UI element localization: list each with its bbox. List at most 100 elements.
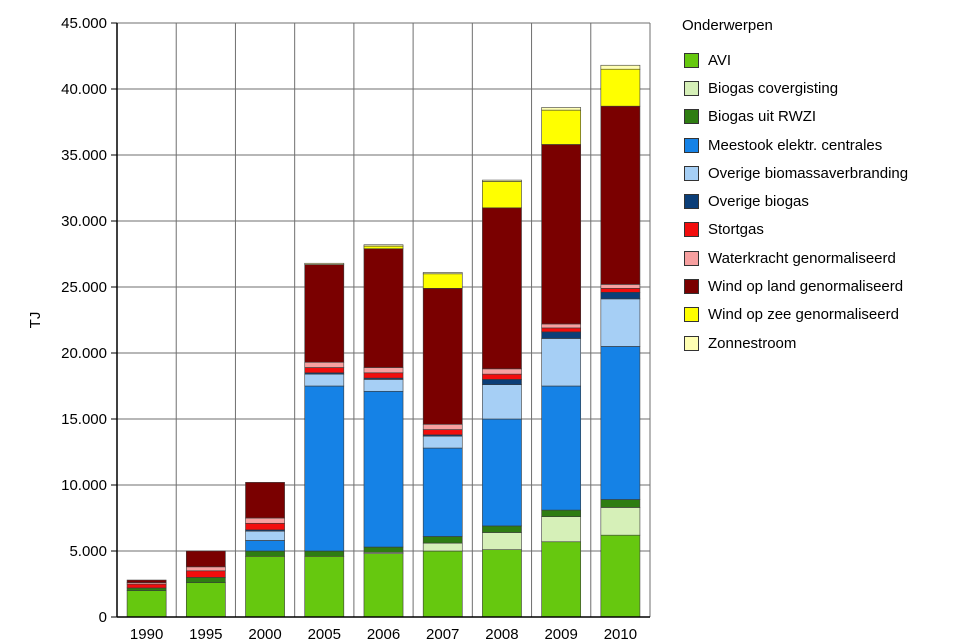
bar-segment: [422, 423, 463, 430]
bar-segment: [600, 284, 641, 289]
bar-segment: [600, 346, 641, 500]
bar-segment: [541, 109, 582, 145]
bar-segment: [363, 379, 404, 392]
legend-label: AVI: [708, 51, 732, 69]
bar-segment: [541, 107, 582, 111]
bar-segment: [185, 582, 226, 618]
bar-segment: [363, 390, 404, 548]
x-tick-label: 2010: [604, 626, 637, 643]
bar-segment: [304, 367, 345, 374]
bar-segment: [541, 385, 582, 511]
legend: Onderwerpen AVI Biogas covergisting Biogas…: [682, 16, 962, 357]
y-axis-title: TJ: [27, 312, 44, 329]
bar-segment: [600, 534, 641, 618]
bar-segment: [482, 181, 522, 209]
bar-segment: [304, 262, 345, 265]
legend-label: Biogas covergisting: [708, 79, 839, 97]
legend-item: Stortgas: [682, 216, 962, 244]
legend-item: Zonnestroom: [682, 329, 962, 357]
x-tick-label: 2005: [308, 626, 341, 643]
legend-swatch: [684, 165, 699, 181]
y-tick-label: 15.000: [61, 411, 107, 428]
legend-swatch: [684, 335, 699, 351]
bar-segment: [363, 245, 404, 250]
y-tick-label: 45.000: [61, 15, 107, 32]
bar-segment: [126, 579, 167, 583]
y-tick-label: 0: [99, 609, 107, 626]
bar-segment: [245, 540, 285, 552]
bar-segment: [482, 373, 522, 380]
bar-segment: [541, 323, 582, 329]
y-tick-label: 20.000: [61, 345, 107, 362]
legend-title: Onderwerpen: [682, 17, 773, 34]
y-tick-label: 30.000: [61, 213, 107, 230]
x-tick-label: 2009: [544, 626, 577, 643]
legend-label: Waterkracht genormaliseerd: [708, 249, 896, 267]
bar-segment: [422, 435, 463, 449]
bar-segment: [422, 429, 463, 436]
legend-item: Overige biomassaverbranding: [682, 159, 962, 187]
y-tick-label: 35.000: [61, 147, 107, 164]
legend-label: Wind op zee genormaliseerd: [708, 306, 899, 324]
bar-segment: [600, 499, 641, 508]
bar-segment: [422, 273, 463, 289]
bar-segment: [363, 248, 404, 368]
y-tick-label: 25.000: [61, 279, 107, 296]
bar-segment: [126, 587, 167, 591]
bar-segment: [126, 590, 167, 618]
bar-segment: [482, 179, 522, 182]
bar-segment: [482, 384, 522, 420]
legend-item: Meestook elektr. centrales: [682, 131, 962, 159]
bar-segment: [541, 541, 582, 618]
bar-segment: [541, 516, 582, 543]
legend-swatch: [684, 307, 699, 323]
bar-segment: [363, 372, 404, 379]
legend-swatch: [684, 137, 699, 153]
legend-swatch: [684, 52, 699, 68]
x-tick-label: 2000: [248, 626, 281, 643]
bar-segment: [126, 583, 167, 589]
bar-segment: [482, 525, 522, 533]
bar-segment: [363, 244, 404, 247]
bar-segment: [245, 555, 285, 618]
bar-segment: [245, 530, 285, 541]
bar-segment: [304, 555, 345, 618]
bar-segment: [422, 447, 463, 537]
bar-segment: [541, 509, 582, 517]
bar-segment: [363, 546, 404, 553]
legend-swatch: [684, 194, 699, 210]
legend-label: Meestook elektr. centrales: [708, 136, 883, 154]
bar-segment: [363, 553, 404, 618]
axes: [111, 22, 650, 618]
bar-segment: [482, 207, 522, 370]
legend-swatch: [684, 250, 699, 266]
bar-segment: [600, 298, 641, 347]
legend-label: Wind op land genormaliseerd: [708, 278, 904, 296]
x-tick-labels: 1990 1995 2000 2005 2006 2007 2008 2009 2010: [130, 626, 637, 643]
bar-segment: [422, 272, 463, 275]
y-tick-label: 10.000: [61, 477, 107, 494]
legend-items: AVI Biogas covergisting Biogas uit RWZI Mee…: [682, 46, 962, 357]
bar-segment: [185, 570, 226, 578]
bar-segment: [482, 532, 522, 550]
x-tick-label: 1995: [189, 626, 222, 643]
legend-item: Wind op land genormaliseerd: [682, 272, 962, 300]
bar-segment: [600, 105, 641, 285]
x-tick-label: 2006: [367, 626, 400, 643]
bar-segment: [422, 542, 463, 552]
bar-segment: [541, 327, 582, 333]
bars: [126, 64, 641, 618]
bar-segment: [245, 482, 285, 519]
bar-segment: [600, 288, 641, 293]
bar-segment: [304, 385, 345, 552]
bar-segment: [541, 144, 582, 325]
legend-swatch: [684, 279, 699, 295]
legend-label: Overige biogas: [708, 193, 809, 211]
legend-swatch: [684, 109, 699, 125]
legend-label: Biogas uit RWZI: [708, 108, 817, 126]
legend-item: Overige biogas: [682, 187, 962, 215]
x-tick-label: 1990: [130, 626, 163, 643]
legend-item: Wind op zee genormaliseerd: [682, 301, 962, 329]
bar-segment: [304, 361, 345, 368]
